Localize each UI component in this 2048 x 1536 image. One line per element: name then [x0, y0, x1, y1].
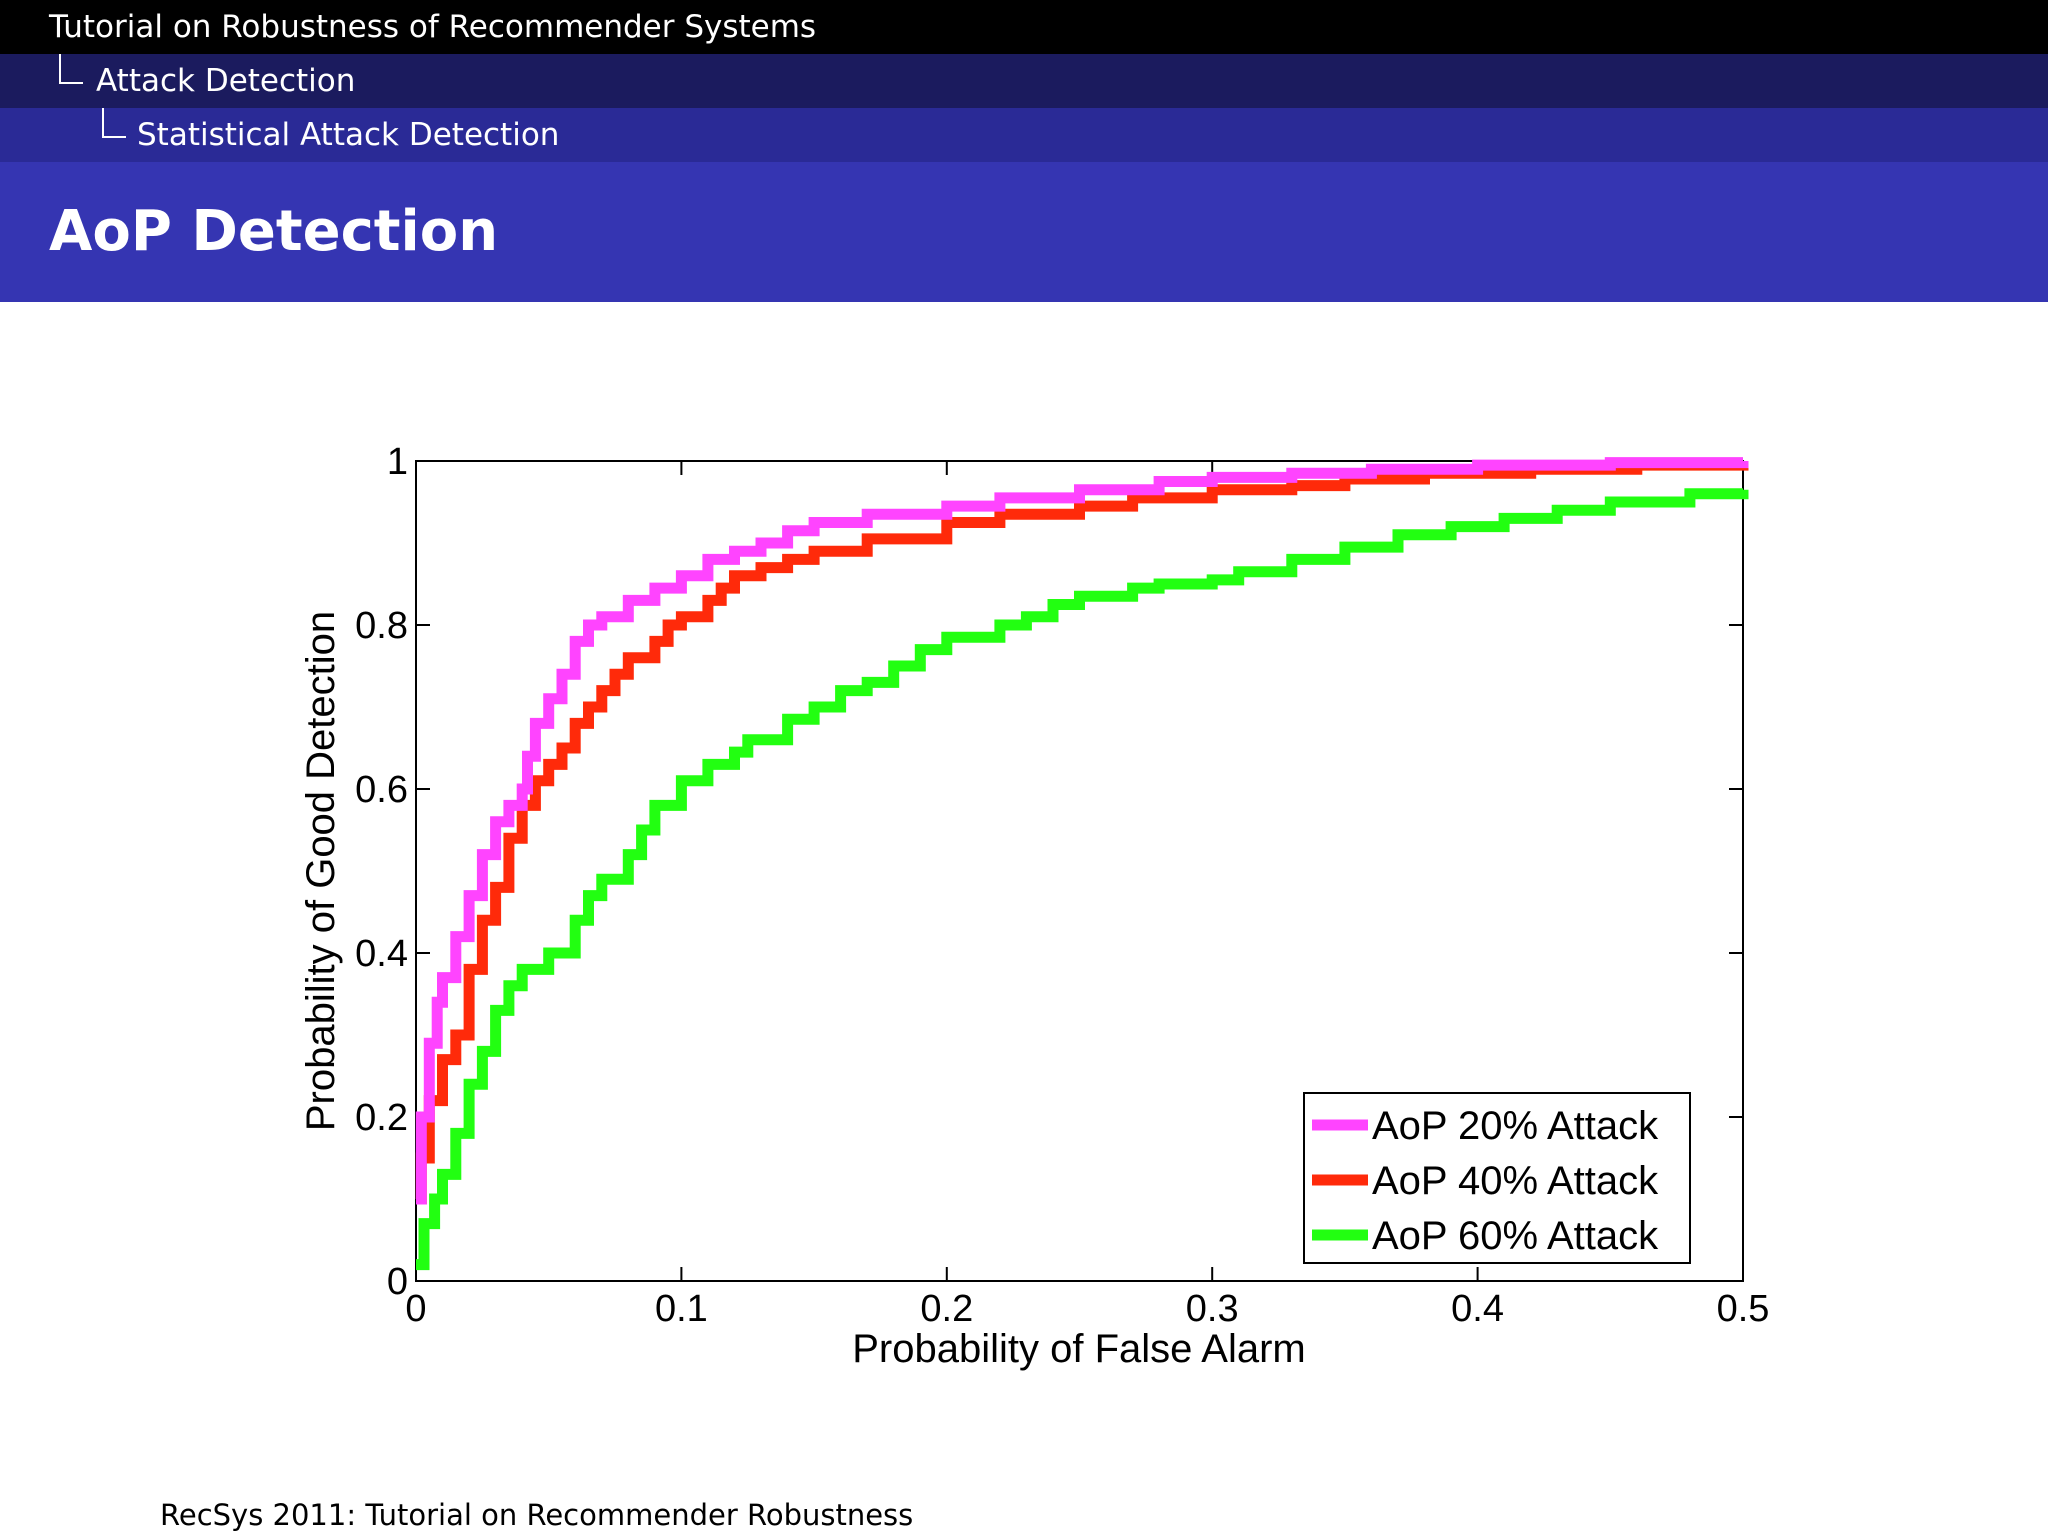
series-group [415, 457, 1749, 1271]
legend-label: AoP 60% Attack [1372, 1214, 1659, 1258]
title-bar: AoP Detection [0, 162, 2048, 302]
x-tick-label: 0.4 [1451, 1288, 1504, 1330]
breadcrumb-level-1[interactable]: Tutorial on Robustness of Recommender Sy… [0, 0, 2048, 54]
footer-text: RecSys 2011: Tutorial on Recommender Rob… [160, 1498, 914, 1532]
x-tick-label: 0 [405, 1288, 426, 1330]
x-axis-label: Probability of False Alarm [852, 1327, 1306, 1371]
y-axis-label: Probability of Good Detection [299, 611, 343, 1131]
series-line [415, 457, 1749, 1205]
legend: AoP 20% Attack AoP 40% Attack AoP 60% Atta… [1303, 1092, 1691, 1264]
y-tick-label: 0.8 [355, 605, 408, 647]
axis-ticks: 0 0.1 0.2 0.3 0.4 0.5 0 0.2 0.4 0.6 0.8 1 [355, 441, 1769, 1330]
y-tick-label: 0 [387, 1261, 408, 1303]
x-tick-label: 0.3 [1186, 1288, 1239, 1330]
x-tick-label: 0.5 [1717, 1288, 1770, 1330]
legend-label: AoP 40% Attack [1372, 1159, 1659, 1203]
breadcrumb-label: Tutorial on Robustness of Recommender Sy… [49, 9, 817, 45]
y-tick-label: 0.2 [355, 1097, 408, 1139]
y-tick-label: 0.6 [355, 769, 408, 811]
y-tick-label: 1 [387, 441, 408, 483]
legend-box [1303, 1092, 1691, 1264]
breadcrumb-level-3[interactable]: Statistical Attack Detection [0, 108, 2048, 162]
series-line [415, 459, 1749, 1205]
tree-connector-icon [102, 108, 126, 138]
x-tick-label: 0.1 [655, 1288, 708, 1330]
x-tick-label: 0.2 [920, 1288, 973, 1330]
tree-connector-icon [59, 54, 83, 84]
page-title: AoP Detection [49, 199, 499, 264]
y-tick-label: 0.4 [355, 933, 408, 975]
series-line [416, 488, 1749, 1271]
plot-area [415, 460, 1744, 1282]
legend-label: AoP 20% Attack [1372, 1104, 1659, 1148]
breadcrumb-label: Attack Detection [96, 63, 356, 99]
breadcrumb-label: Statistical Attack Detection [137, 117, 560, 153]
breadcrumb-level-2[interactable]: Attack Detection [0, 54, 2048, 108]
